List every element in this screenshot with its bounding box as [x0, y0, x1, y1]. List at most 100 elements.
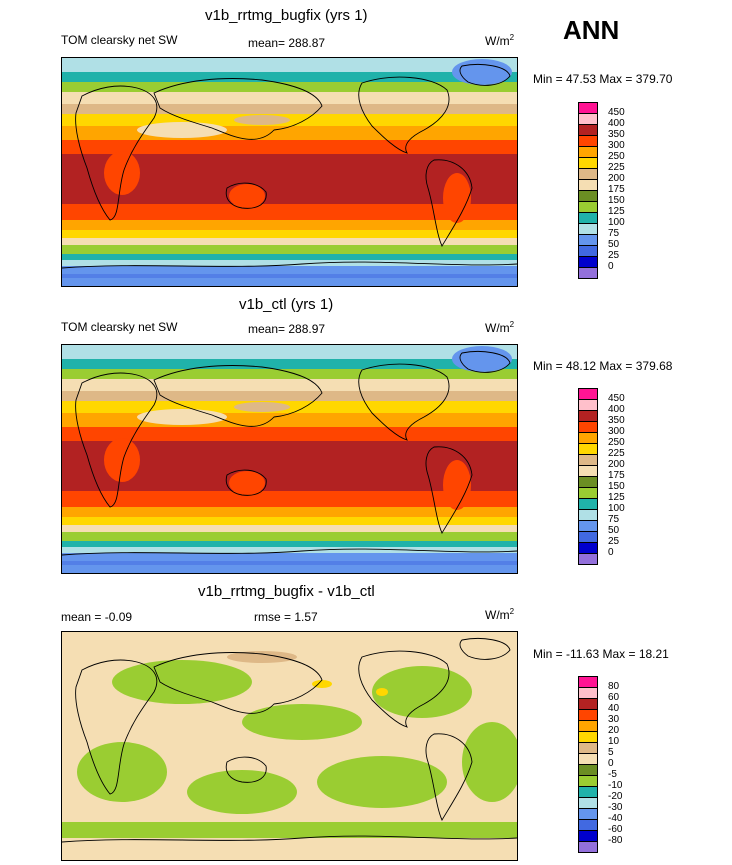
- colorbar-tick-label: 300: [608, 140, 625, 151]
- p1-band-midlat-s2: [62, 245, 517, 254]
- p1-band-trop-s: [62, 204, 517, 220]
- p3-positive-2: [312, 680, 332, 688]
- colorbar-tick-label: 125: [608, 206, 625, 217]
- p2-band-trop-s: [62, 491, 517, 507]
- colorbar-tick-label: 25: [608, 250, 620, 261]
- colorbar-tick-label: 40: [608, 703, 620, 714]
- p1-band-subtrop-n2: [62, 126, 517, 140]
- p3-coast-southamerica: [425, 733, 473, 821]
- p2-band-arctic: [62, 345, 517, 359]
- colorbar-tick-label: 225: [608, 162, 625, 173]
- colorbar-tick-label: 100: [608, 503, 625, 514]
- p1-coast-northamerica: [358, 76, 450, 154]
- panel3-coastlines: [62, 638, 517, 843]
- p2-band-midlat-n1: [62, 379, 517, 391]
- p1-band-subtrop-s2: [62, 230, 517, 238]
- colorbar-tick-label: -30: [608, 802, 623, 813]
- p3-region-southern: [62, 822, 517, 838]
- colorbar-tick-label: 200: [608, 173, 625, 184]
- p2-southamerica-land: [443, 460, 471, 510]
- colorbar-tick-label: 5: [608, 747, 614, 758]
- p1-coast-antarctica: [62, 261, 517, 269]
- p1-coast-greenland: [459, 64, 511, 86]
- p3-region-4: [77, 742, 167, 802]
- colorbar-tick-label: 350: [608, 129, 625, 140]
- colorbar-tick-label: -10: [608, 780, 623, 791]
- p3-coast-antarctica: [62, 835, 517, 843]
- p3-region-3: [372, 666, 472, 718]
- p2-coast-greenland: [459, 351, 511, 373]
- colorbar-tick-label: 60: [608, 692, 620, 703]
- p3-positive-1: [227, 651, 297, 663]
- p2-band-midlat-s1: [62, 525, 517, 532]
- colorbar-tick-label: 0: [608, 547, 614, 558]
- p2-greenland-low: [452, 346, 512, 372]
- p1-coast-australia: [225, 182, 267, 209]
- panel2-map-svg: [62, 345, 517, 573]
- colorbar-cell: [578, 841, 598, 853]
- p2-band-subtrop-n2: [62, 413, 517, 427]
- colorbar-cell: [578, 267, 598, 279]
- panel2-mean-label: mean= 288.97: [248, 322, 326, 336]
- colorbar-tick-label: -40: [608, 813, 623, 824]
- p2-band-boreal: [62, 369, 517, 379]
- p3-region-7: [462, 722, 517, 802]
- p2-band-trop-n: [62, 427, 517, 441]
- colorbar-tick-label: 0: [608, 758, 614, 769]
- panel3-colorbar: 80 60 40 30 20 10 5 0 -5 -10 -20 -30 -40 -60 -80: [578, 676, 638, 856]
- panel1-map-svg: [62, 58, 517, 286]
- p2-band-southern-ocean: [62, 541, 517, 547]
- p2-band-subtrop-s2: [62, 517, 517, 525]
- panel3-map-svg: [62, 632, 517, 860]
- panel1-title: v1b_rrtmg_bugfix (yrs 1): [205, 7, 368, 24]
- panel1-colorbar: 450 400 350 300 250 225 200 175 150 125 100 75 50 25 0: [578, 102, 638, 282]
- colorbar-tick-label: 75: [608, 514, 620, 525]
- colorbar-tick-label: 50: [608, 239, 620, 250]
- panel2-minmax: Min = 48.12 Max = 379.68: [533, 359, 673, 373]
- colorbar-tick-label: -60: [608, 824, 623, 835]
- p1-band-arctic: [62, 58, 517, 72]
- p2-coast-northamerica: [358, 363, 450, 441]
- colorbar-tick-label: 75: [608, 228, 620, 239]
- colorbar-tick-label: 50: [608, 525, 620, 536]
- p1-africa-land: [104, 151, 140, 195]
- colorbar-tick-label: 150: [608, 481, 625, 492]
- colorbar-tick-label: 10: [608, 736, 620, 747]
- panel1-coastlines: [62, 64, 517, 269]
- colorbar-tick-label: 300: [608, 426, 625, 437]
- colorbar-tick-label: 175: [608, 470, 625, 481]
- season-label: ANN: [563, 15, 620, 45]
- panel1-minmax: Min = 47.53 Max = 379.70: [533, 72, 673, 86]
- p3-coast-asia: [153, 652, 323, 714]
- colorbar-tick-label: 350: [608, 415, 625, 426]
- p1-band-antarctic-margin: [62, 260, 517, 266]
- p3-coast-australia: [225, 756, 267, 783]
- p2-coast-asia: [153, 365, 323, 427]
- p2-coast-africa: [75, 372, 158, 508]
- colorbar-cell: [578, 553, 598, 565]
- p1-antarctica-interior: [62, 274, 517, 278]
- panel1-map: [61, 57, 518, 287]
- panel2-field: [62, 345, 517, 573]
- p3-positive-3: [376, 688, 388, 696]
- panel3-rmse-label: rmse = 1.57: [254, 610, 318, 624]
- p2-africa-land: [104, 438, 140, 482]
- panel2-title: v1b_ctl (yrs 1): [239, 296, 334, 313]
- panel2-units: W/m2: [485, 320, 515, 335]
- colorbar-tick-label: 100: [608, 217, 625, 228]
- colorbar-tick-label: 450: [608, 107, 625, 118]
- p3-region-6: [317, 756, 447, 808]
- colorbar-tick-label: 200: [608, 459, 625, 470]
- p1-band-midlat-n2: [62, 104, 517, 114]
- colorbar-tick-label: 250: [608, 151, 625, 162]
- colorbar-tick-label: 125: [608, 492, 625, 503]
- p2-antarctica-interior: [62, 561, 517, 565]
- panel3-map: [61, 631, 518, 861]
- panel1-units: W/m2: [485, 33, 515, 48]
- p3-region-2: [242, 704, 362, 740]
- panel3-title: v1b_rrtmg_bugfix - v1b_ctl: [198, 583, 375, 600]
- colorbar-tick-label: 30: [608, 714, 620, 725]
- panel3-mean-label: mean = -0.09: [61, 610, 133, 624]
- p1-australia-land: [229, 184, 265, 208]
- p1-band-trop-n: [62, 140, 517, 154]
